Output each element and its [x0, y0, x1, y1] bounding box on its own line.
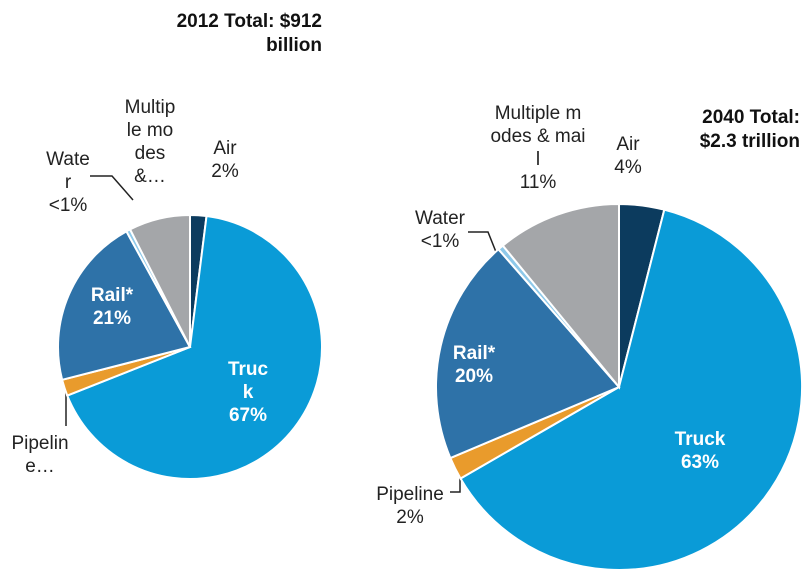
- value-label: 63%: [680, 452, 720, 473]
- slice-label: Water <1%: [46, 148, 90, 217]
- category-label: Pipeline: [376, 484, 444, 505]
- category-label: Air: [213, 138, 237, 159]
- category-label: Multiple modes & mail: [490, 103, 586, 170]
- category-label: Truck: [227, 359, 269, 403]
- slice-label: Multiple modes &…: [124, 96, 176, 188]
- pie-slice: [501, 202, 620, 390]
- category-label: Water: [415, 208, 465, 229]
- category-label: Pipeline…: [11, 433, 69, 477]
- pie-slice: [65, 214, 323, 480]
- pie-slice: [459, 208, 803, 571]
- slice-label: Truck 67%: [224, 358, 272, 427]
- value-label: <1%: [420, 231, 460, 252]
- pie-slice: [128, 213, 191, 348]
- category-label: Truck: [674, 429, 726, 450]
- pie-slice: [57, 229, 192, 382]
- slice-label: Multiple modes & mail 11%: [490, 102, 586, 194]
- value-label: 4%: [614, 157, 642, 178]
- slice-label: Rail* 20%: [439, 342, 509, 388]
- category-label: Multiple modes &…: [124, 97, 176, 187]
- category-label: Rail*: [452, 343, 496, 364]
- category-label: Water: [46, 149, 90, 193]
- chart-title: 2040 Total: $2.3 trillion: [699, 107, 800, 152]
- slice-label: Pipeline…: [4, 432, 76, 478]
- value-label: 2%: [396, 507, 424, 528]
- slice-label: Pipeline 2%: [360, 483, 460, 529]
- slice-label: Water <1%: [405, 207, 475, 253]
- leader-line: [90, 175, 134, 201]
- slice-label: Air 2%: [200, 137, 250, 183]
- slice-label: Rail* 21%: [82, 284, 142, 330]
- slice-label: Air 4%: [603, 133, 653, 179]
- category-label: Rail*: [90, 285, 134, 306]
- slice-label: Truck 63%: [660, 428, 740, 474]
- value-label: <1%: [48, 195, 88, 216]
- value-label: 11%: [519, 172, 557, 193]
- value-label: 67%: [228, 405, 268, 426]
- value-label: 21%: [92, 308, 132, 329]
- value-label: 20%: [454, 366, 494, 387]
- chart-title: 2012 Total: $912 billion: [176, 11, 322, 56]
- category-label: Air: [616, 134, 640, 155]
- pie-slice: [435, 247, 621, 460]
- value-label: 2%: [211, 161, 239, 182]
